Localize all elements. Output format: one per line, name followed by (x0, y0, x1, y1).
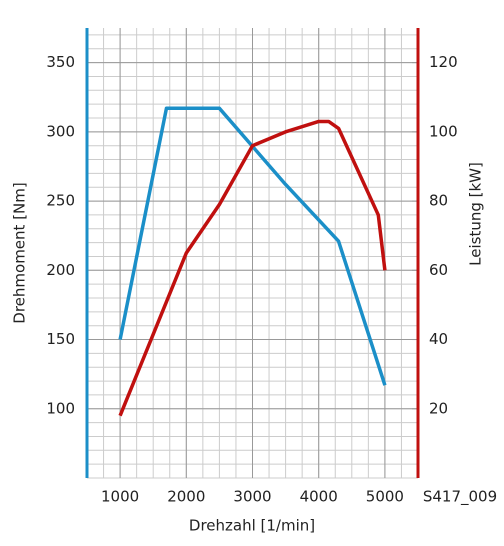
y2-tick-label: 80 (429, 192, 448, 210)
y2-axis-title: Leistung [kW] (467, 162, 485, 266)
y-tick-label: 200 (46, 261, 75, 279)
x-axis-title: Drehzahl [1/min] (189, 517, 315, 535)
x-tick-label: 1000 (101, 488, 139, 506)
y-tick-label: 300 (46, 122, 75, 140)
y-tick-label: 250 (46, 192, 75, 210)
figure-id: S417_009 (423, 488, 497, 507)
y2-tick-label: 20 (429, 399, 448, 417)
y2-tick-label: 120 (429, 53, 458, 71)
y-tick-label: 150 (46, 330, 75, 348)
x-tick-label: 2000 (167, 488, 205, 506)
y-axis-title: Drehmoment [Nm] (11, 182, 29, 323)
line (118, 119, 387, 417)
y2-tick-label: 60 (429, 261, 448, 279)
y-tick-label: 100 (46, 399, 75, 417)
y2-tick-label: 40 (429, 330, 448, 348)
y2-tick-label: 100 (429, 122, 458, 140)
x-tick-label: 3000 (233, 488, 271, 506)
x-tick-label: 4000 (300, 488, 338, 506)
y-tick-label: 350 (46, 53, 75, 71)
x-tick-label: 5000 (366, 488, 404, 506)
